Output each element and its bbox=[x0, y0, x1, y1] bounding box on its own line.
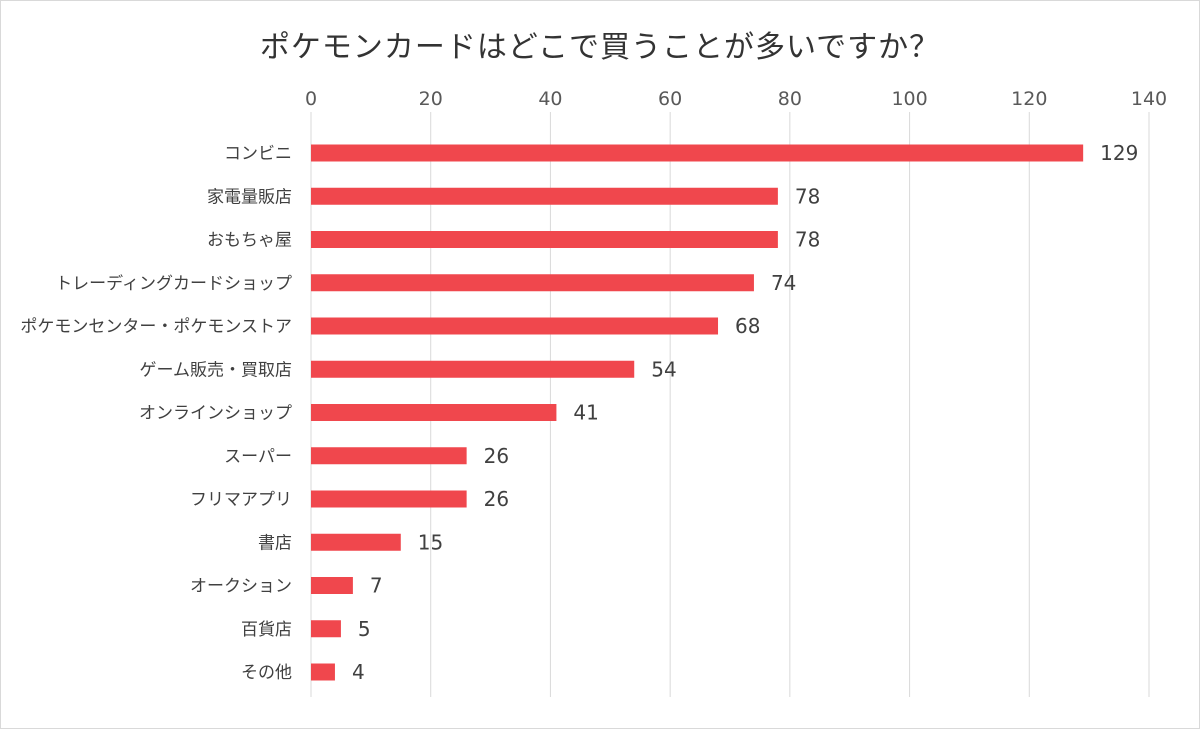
data-label: 26 bbox=[484, 487, 509, 511]
x-axis-ticks: 0 20 40 60 80 100 120 140 bbox=[305, 88, 1167, 110]
category-label: コンビニ bbox=[224, 144, 292, 164]
data-label: 7 bbox=[370, 574, 383, 598]
bar bbox=[311, 317, 719, 335]
bar bbox=[311, 187, 778, 205]
category-label: 百貨店 bbox=[241, 620, 292, 640]
x-tick-label: 60 bbox=[658, 88, 682, 110]
data-label: 15 bbox=[418, 530, 443, 554]
data-label: 129 bbox=[1100, 141, 1138, 165]
x-tick-label: 20 bbox=[419, 88, 443, 110]
category-labels: コンビニ家電量販店おもちゃ屋トレーディングカードショップポケモンセンター・ポケモ… bbox=[20, 144, 292, 683]
category-label: その他 bbox=[241, 663, 292, 683]
data-label: 41 bbox=[573, 401, 598, 425]
x-tick-label: 40 bbox=[538, 88, 562, 110]
bar bbox=[311, 404, 557, 421]
bar bbox=[311, 447, 467, 465]
data-label: 74 bbox=[771, 271, 796, 295]
data-label: 78 bbox=[795, 184, 820, 208]
x-tick-label: 80 bbox=[778, 88, 802, 110]
bar bbox=[311, 274, 754, 292]
category-label: トレーディングカードショップ bbox=[55, 273, 292, 294]
bar bbox=[311, 490, 467, 508]
data-label: 78 bbox=[795, 228, 820, 252]
x-tick-label: 100 bbox=[891, 88, 927, 110]
x-tick-label: 0 bbox=[305, 88, 317, 110]
category-label: 家電量販店 bbox=[207, 187, 292, 207]
bar bbox=[311, 533, 401, 551]
bar bbox=[311, 663, 335, 681]
category-label: スーパー bbox=[224, 447, 292, 467]
data-label: 4 bbox=[352, 660, 365, 684]
data-label: 54 bbox=[651, 357, 676, 381]
data-label: 68 bbox=[735, 314, 760, 338]
bar bbox=[311, 231, 778, 248]
category-label: 書店 bbox=[258, 533, 292, 553]
bar bbox=[311, 360, 635, 378]
data-label: 26 bbox=[484, 444, 509, 468]
bar bbox=[311, 620, 341, 638]
category-label: オークション bbox=[190, 577, 292, 597]
x-tick-label: 140 bbox=[1131, 88, 1167, 110]
chart-title: ポケモンカードはどこで買うことが多いですか？ bbox=[259, 30, 941, 65]
category-label: フリマアプリ bbox=[190, 490, 292, 510]
category-label: オンラインショップ bbox=[139, 404, 292, 424]
bars bbox=[311, 144, 1084, 681]
bar bbox=[311, 144, 1084, 162]
category-label: おもちゃ屋 bbox=[207, 231, 292, 251]
category-label: ポケモンセンター・ポケモンストア bbox=[20, 317, 292, 337]
data-label: 5 bbox=[358, 617, 371, 641]
x-tick-label: 120 bbox=[1011, 88, 1047, 110]
category-label: ゲーム販売・買取店 bbox=[140, 360, 293, 380]
bar bbox=[311, 577, 353, 594]
